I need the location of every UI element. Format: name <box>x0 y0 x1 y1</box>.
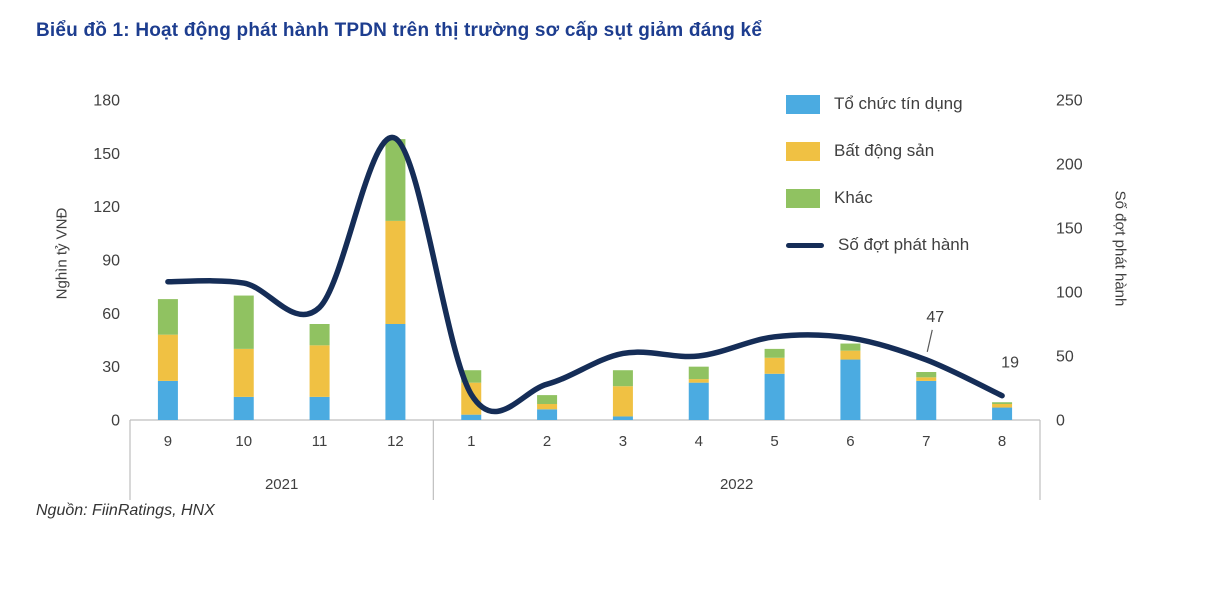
x-axis-year-label: 2021 <box>265 476 298 493</box>
right-axis-tick-label: 100 <box>1056 285 1083 302</box>
source-note: Nguồn: FiinRatings, HNX <box>36 502 215 519</box>
legend-label-real-estate: Bất động sản <box>834 141 935 160</box>
bar-segment <box>233 295 254 349</box>
x-axis-year-label: 2022 <box>720 476 753 493</box>
bar-segment <box>537 409 558 420</box>
issuance-count-line <box>165 134 1005 415</box>
legend-swatch-issuance-count-line <box>786 242 824 248</box>
x-axis-month-label: 12 <box>387 433 404 450</box>
legend-item-real-estate: Bất động sản <box>786 141 969 161</box>
data-label-annotation: 19 <box>1001 355 1019 372</box>
data-label-annotation: 47 <box>926 309 944 326</box>
bar-segment <box>840 343 861 351</box>
bar-segment <box>461 414 482 420</box>
bar-segment <box>537 395 558 404</box>
bar-segment <box>157 380 178 420</box>
legend-swatch-credit-institutions <box>786 94 820 114</box>
bar-segment <box>385 220 406 324</box>
bar-segment <box>764 357 785 374</box>
legend-label-issuance-count: Số đợt phát hành <box>838 235 970 254</box>
right-axis-tick-label: 50 <box>1056 349 1074 366</box>
bar-segment <box>688 366 709 380</box>
left-axis-tick-label: 30 <box>102 359 120 376</box>
legend: Tổ chức tín dụng Bất động sản Khác Số đợ… <box>786 94 969 255</box>
bar-segment <box>992 402 1013 404</box>
legend-label-other: Khác <box>834 188 873 207</box>
bar-segment <box>537 404 558 410</box>
bar-segment <box>916 377 937 381</box>
bar-segment <box>385 324 406 420</box>
bar-segment <box>233 348 254 397</box>
bar-segment <box>764 373 785 420</box>
bar-segment <box>840 350 861 360</box>
x-axis-month-label: 4 <box>695 433 703 450</box>
legend-item-issuance-count: Số đợt phát hành <box>786 235 969 255</box>
bar-segment <box>688 382 709 420</box>
left-axis-tick-label: 120 <box>93 199 120 216</box>
left-axis-tick-label: 0 <box>111 413 120 430</box>
x-axis-month-label: 1 <box>467 433 475 450</box>
left-axis-tick-label: 90 <box>102 253 120 270</box>
bar-segment <box>309 396 330 420</box>
right-axis-tick-label: 0 <box>1056 413 1065 430</box>
x-axis-month-label: 6 <box>846 433 854 450</box>
right-axis-tick-label: 250 <box>1056 93 1083 110</box>
right-axis-tick-label: 200 <box>1056 157 1083 174</box>
legend-swatch-other <box>786 188 820 208</box>
bar-segment <box>992 404 1013 408</box>
bar-segment <box>840 359 861 420</box>
legend-item-other: Khác <box>786 188 969 208</box>
bar-segment <box>612 370 633 387</box>
bar-segment <box>157 334 178 381</box>
bar-segment <box>764 348 785 358</box>
bar-segment <box>688 379 709 383</box>
legend-item-credit-institutions: Tổ chức tín dụng <box>786 94 969 114</box>
left-axis-tick-label: 60 <box>102 306 120 323</box>
x-axis-month-label: 11 <box>312 433 328 450</box>
x-axis-month-label: 8 <box>998 433 1006 450</box>
left-axis-tick-label: 180 <box>93 93 120 110</box>
bar-segment <box>157 299 178 335</box>
bar-segment <box>992 407 1013 420</box>
bar-segment <box>916 380 937 420</box>
legend-swatch-real-estate <box>786 141 820 161</box>
bar-segment <box>916 372 937 378</box>
x-axis-month-label: 3 <box>619 433 627 450</box>
bar-segment <box>612 386 633 417</box>
x-axis-month-label: 5 <box>770 433 778 450</box>
left-axis-tick-label: 150 <box>93 146 120 163</box>
bar-segment <box>612 416 633 420</box>
left-axis-title: Nghìn tỷ VNĐ <box>53 207 71 300</box>
bar-segment <box>309 324 330 346</box>
x-axis-month-label: 9 <box>164 433 172 450</box>
right-axis-title: Số đợt phát hành <box>1111 190 1129 307</box>
x-axis-month-label: 2 <box>543 433 551 450</box>
annotation-leader-line <box>926 329 933 352</box>
x-axis-month-label: 7 <box>922 433 930 450</box>
chart-title: Biểu đồ 1: Hoạt động phát hành TPDN trên… <box>36 20 763 41</box>
right-axis-tick-label: 150 <box>1056 221 1083 238</box>
x-axis-month-label: 10 <box>235 433 252 450</box>
bar-segment <box>309 345 330 397</box>
bar-segment <box>233 396 254 420</box>
legend-label-credit-institutions: Tổ chức tín dụng <box>834 94 963 113</box>
bar-segment <box>385 139 406 221</box>
